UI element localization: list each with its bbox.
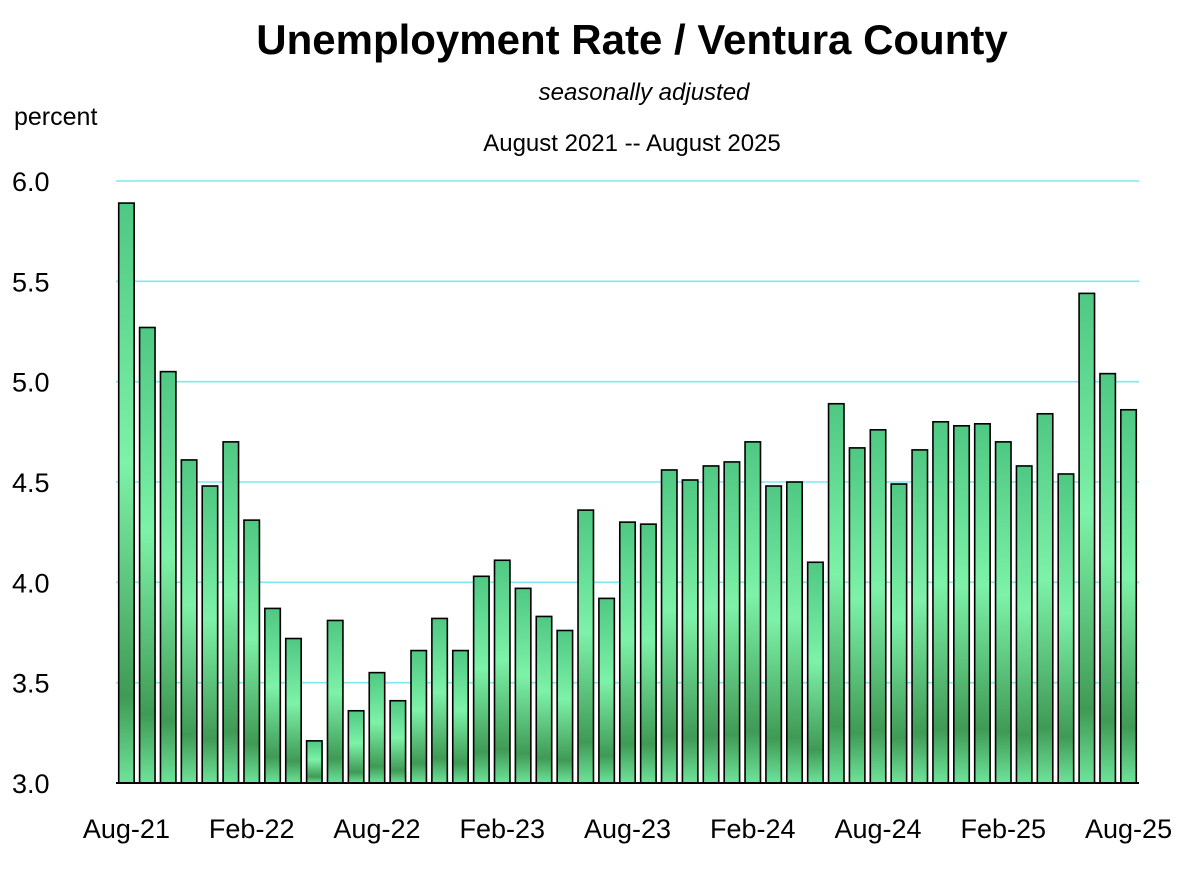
bar <box>953 425 971 784</box>
x-tick-label: Aug-21 <box>83 814 170 844</box>
bar <box>598 597 616 784</box>
bar <box>869 429 887 784</box>
bar <box>1099 372 1117 784</box>
y-axis-label: percent <box>14 103 97 131</box>
bar <box>1036 412 1054 784</box>
y-tick-label: 3.5 <box>12 669 50 699</box>
bar <box>117 202 135 784</box>
y-tick-label: 4.5 <box>12 468 50 498</box>
y-tick-label: 5.0 <box>12 368 50 398</box>
bar <box>493 559 511 784</box>
bar <box>431 617 449 784</box>
bar <box>138 326 156 784</box>
x-tick-label: Aug-24 <box>834 814 921 844</box>
x-tick-label: Aug-23 <box>584 814 671 844</box>
bar <box>389 699 407 784</box>
x-tick-label: Aug-22 <box>333 814 420 844</box>
bar <box>994 441 1012 784</box>
bar <box>765 485 783 784</box>
chart-subtitle: seasonally adjusted <box>539 79 750 106</box>
x-tick-label: Feb-22 <box>209 814 295 844</box>
bar <box>1057 473 1075 784</box>
bar <box>785 481 804 784</box>
x-axis-ticks: Aug-21 Feb-22 Aug-22 Feb-23 Aug-23 Feb-24 Aug-… <box>83 814 1172 844</box>
chart-title: Unemployment Rate / Ventura County <box>256 16 1008 63</box>
bar <box>744 441 762 784</box>
bar <box>514 587 532 784</box>
bar <box>890 483 908 784</box>
x-tick-label: Aug-25 <box>1085 814 1172 844</box>
y-tick-label: 3.0 <box>12 769 50 799</box>
x-tick-label: Feb-25 <box>961 814 1047 844</box>
bar <box>180 459 198 784</box>
y-tick-label: 5.5 <box>12 267 50 297</box>
bar <box>326 619 344 784</box>
bar <box>932 420 950 784</box>
bar <box>660 469 678 784</box>
x-tick-label: Feb-24 <box>710 814 796 844</box>
bar <box>681 479 699 784</box>
y-axis-ticks: 3.0 3.5 4.0 4.5 5.0 5.5 6.0 <box>12 167 50 799</box>
bar <box>222 441 240 784</box>
x-tick-label: Feb-23 <box>459 814 545 844</box>
bar <box>618 521 637 784</box>
bar <box>368 671 386 784</box>
bar <box>305 740 323 784</box>
bar <box>702 465 720 784</box>
bar <box>159 370 177 784</box>
bar <box>472 575 490 784</box>
y-tick-label: 4.0 <box>12 568 50 598</box>
bar <box>264 607 282 784</box>
bar <box>451 649 470 784</box>
bar <box>827 402 845 784</box>
bar <box>410 649 428 784</box>
bar <box>535 615 553 784</box>
bar <box>1015 465 1033 784</box>
bar <box>639 523 657 784</box>
bar <box>556 629 574 784</box>
chart-date-range: August 2021 -- August 2025 <box>483 130 781 157</box>
bar <box>347 709 365 784</box>
bar <box>1078 292 1096 784</box>
bar <box>1120 408 1138 784</box>
y-tick-label: 6.0 <box>12 167 50 197</box>
bar <box>848 447 866 784</box>
bar <box>973 423 991 784</box>
bar <box>806 561 824 784</box>
bar <box>723 461 741 784</box>
bars <box>117 202 1138 784</box>
bar <box>577 509 595 784</box>
bar <box>284 637 302 784</box>
bar <box>201 485 219 784</box>
bar <box>911 449 929 784</box>
bar <box>243 519 261 784</box>
